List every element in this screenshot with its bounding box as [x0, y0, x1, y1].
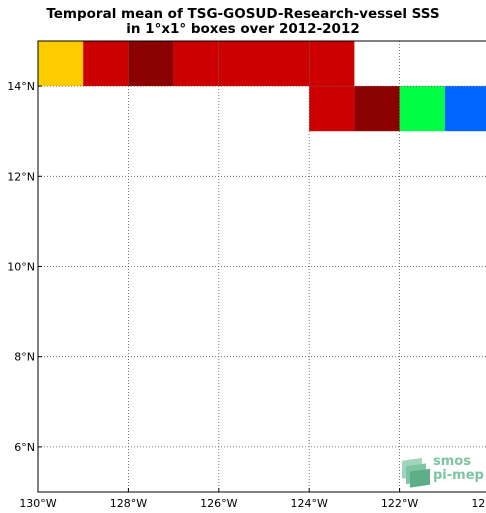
y-tick-label: 6°N: [14, 441, 35, 454]
logo-icon: [402, 457, 430, 488]
logo-text: smos pi-mep: [433, 455, 484, 483]
x-tick-label: 130°W: [19, 497, 56, 510]
y-tick-label: 8°N: [14, 351, 35, 364]
sss-cell: [173, 41, 219, 87]
sss-cell: [354, 86, 400, 132]
sss-cell: [399, 86, 445, 132]
x-tick-label: 122°W: [381, 497, 418, 510]
sss-cell: [128, 41, 174, 87]
logo-line2: pi-mep: [433, 468, 484, 483]
y-tick-label: 14°N: [7, 80, 35, 93]
y-tick-label: 10°N: [7, 261, 35, 274]
y-tick-label: 12°N: [7, 170, 35, 183]
sss-cell: [218, 41, 264, 87]
x-tick-label: 126°W: [200, 497, 237, 510]
smos-pimep-logo: smos pi-mep: [400, 455, 484, 495]
sss-cell: [309, 41, 355, 87]
x-tick-label: 120°W: [471, 497, 486, 510]
map-title-line2: in 1°x1° boxes over 2012-2012: [126, 21, 360, 37]
grid-lines: [38, 41, 486, 492]
sss-cells: [38, 41, 486, 132]
sss-cell: [444, 86, 486, 132]
x-tick-label: 124°W: [291, 497, 328, 510]
map-title: Temporal mean of TSG-GOSUD-Research-vess…: [0, 7, 486, 37]
logo-line1: smos: [433, 454, 471, 469]
sss-cell: [264, 41, 310, 87]
map-title-line1: Temporal mean of TSG-GOSUD-Research-vess…: [46, 6, 440, 22]
x-tick-label: 128°W: [110, 497, 147, 510]
sss-cell: [309, 86, 355, 132]
x-axis-ticks: 130°W 128°W 126°W 124°W 122°W 120°W: [19, 488, 486, 510]
plot-frame: [37, 40, 486, 493]
sss-cell: [38, 41, 84, 87]
y-axis-ticks: 6°N 8°N 10°N 12°N 14°N: [7, 80, 42, 454]
sss-cell: [83, 41, 129, 87]
